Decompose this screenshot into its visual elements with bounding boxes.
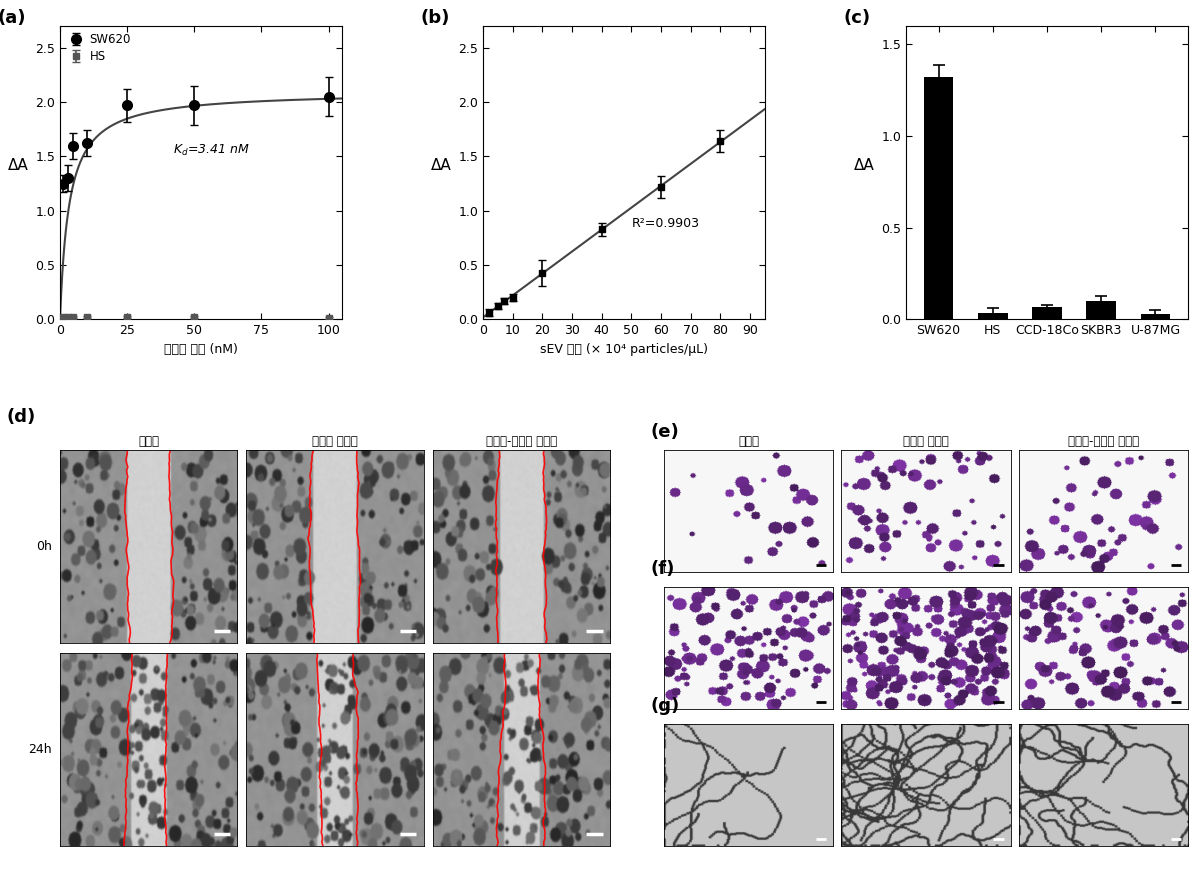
Y-axis label: ΔA: ΔA	[854, 158, 875, 173]
Y-axis label: ΔA: ΔA	[8, 158, 29, 173]
Bar	[1032, 307, 1062, 319]
Text: (f): (f)	[650, 560, 674, 578]
Bar	[1086, 301, 1116, 319]
X-axis label: 압타머 농도 (nM): 압타머 농도 (nM)	[164, 343, 238, 356]
Text: (d): (d)	[7, 408, 36, 426]
Text: (a): (a)	[0, 9, 26, 26]
Bar	[978, 313, 1008, 319]
Title: 대조군: 대조군	[138, 434, 160, 447]
Title: 액소졸 실리군: 액소졸 실리군	[312, 434, 358, 447]
Y-axis label: 0h: 0h	[36, 540, 52, 553]
Text: R²=0.9903: R²=0.9903	[631, 217, 700, 230]
Text: (g): (g)	[650, 697, 679, 715]
Text: (e): (e)	[650, 423, 679, 441]
Title: 압타머-액소졸 실리군: 압타머-액소졸 실리군	[486, 434, 557, 447]
Y-axis label: 24h: 24h	[28, 743, 52, 756]
Title: 압타머-액소졸 실리군: 압타머-액소졸 실리군	[1068, 434, 1139, 447]
Title: 대조군: 대조군	[738, 434, 758, 447]
Text: (c): (c)	[844, 9, 871, 26]
X-axis label: sEV 농도 (× 10⁴ particles/μL): sEV 농도 (× 10⁴ particles/μL)	[540, 343, 708, 356]
Text: (b): (b)	[421, 9, 450, 26]
Title: 액소졸 실리군: 액소졸 실리군	[904, 434, 949, 447]
Text: $K_d$=3.41 nM: $K_d$=3.41 nM	[173, 143, 250, 159]
Legend: SW620, HS: SW620, HS	[66, 32, 132, 64]
Bar	[1140, 314, 1170, 319]
Bar	[924, 78, 954, 319]
Y-axis label: ΔA: ΔA	[431, 158, 452, 173]
